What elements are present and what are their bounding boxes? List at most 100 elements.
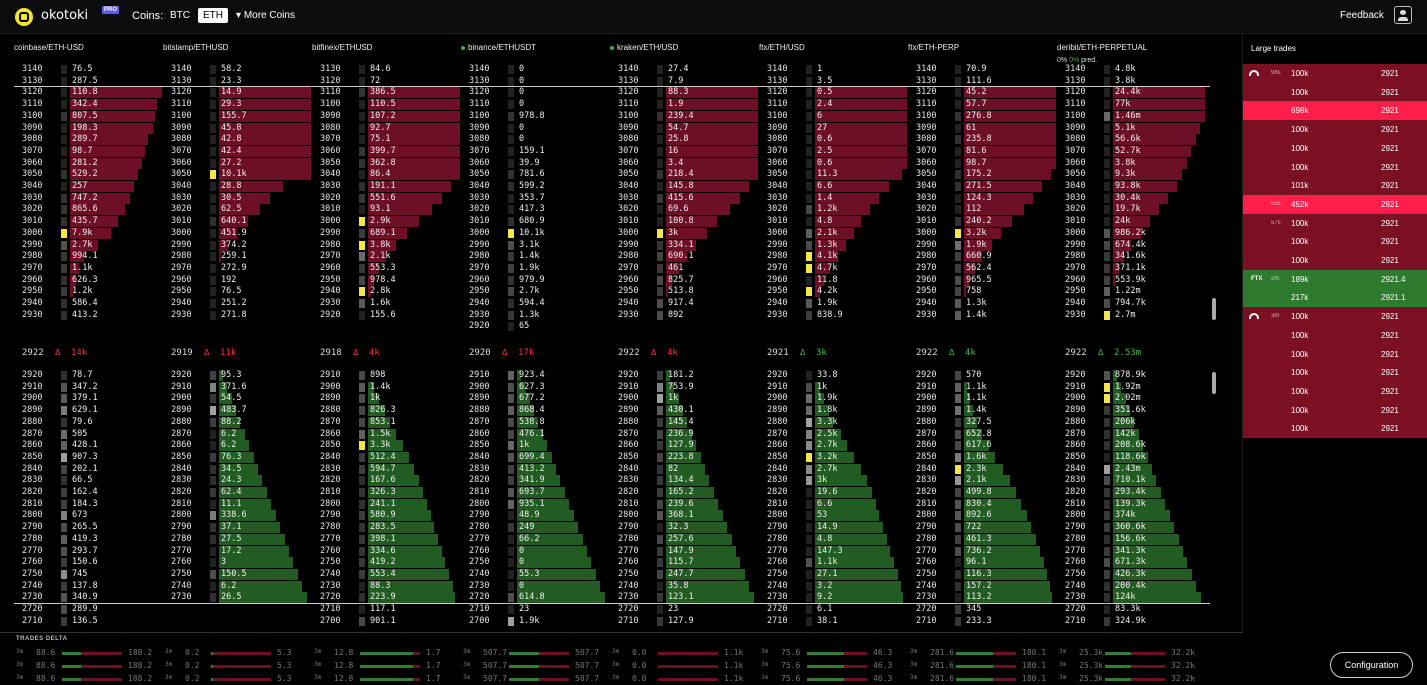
bid-row[interactable]: 2790 360.6k: [1057, 522, 1205, 533]
ask-row[interactable]: 3110 342.4: [14, 99, 162, 110]
ask-row[interactable]: 3120 45.2: [908, 87, 1056, 98]
bid-row[interactable]: 2740 137.8: [14, 581, 162, 592]
ask-row[interactable]: 2980 4.1k: [759, 251, 907, 262]
ask-row[interactable]: 3000 10.1k: [461, 228, 609, 239]
bid-row[interactable]: 2860 617.6: [908, 440, 1056, 451]
bid-row[interactable]: 2720 223.9: [312, 592, 460, 603]
bid-row[interactable]: 2910 898: [312, 370, 460, 381]
bid-row[interactable]: 2810 693.7: [461, 487, 609, 498]
bid-row[interactable]: 2880 88.2: [163, 417, 311, 428]
ask-row[interactable]: 2980 690.1: [610, 251, 758, 262]
ask-row[interactable]: 2990 674.4k: [1057, 240, 1205, 251]
ask-row[interactable]: 2980 259.1: [163, 251, 311, 262]
bid-row[interactable]: 2890 1.4k: [908, 405, 1056, 416]
bid-row[interactable]: 2740 157.2: [908, 581, 1056, 592]
bid-row[interactable]: 2730 9.2: [759, 592, 907, 603]
bid-row[interactable]: 2820 62.4: [163, 487, 311, 498]
ask-row[interactable]: 2970 461: [610, 263, 758, 274]
ask-row[interactable]: 3140 4.8k: [1057, 64, 1205, 75]
bid-row[interactable]: 2900 627.3: [461, 382, 609, 393]
ask-row[interactable]: 3030 30.4k: [1057, 193, 1205, 204]
ask-row[interactable]: 3060 39.9: [461, 158, 609, 169]
bid-row[interactable]: 2730 124k: [1057, 592, 1205, 603]
ask-row[interactable]: 3110 77k: [1057, 99, 1205, 110]
bid-row[interactable]: 2880 3.3k: [759, 417, 907, 428]
ask-row[interactable]: 3110 0: [461, 99, 609, 110]
ask-row[interactable]: 3070 2.5: [759, 146, 907, 157]
ask-row[interactable]: 3060 3.8k: [1057, 158, 1205, 169]
large-trade-row[interactable]: 100k 2921: [1243, 344, 1427, 364]
ask-row[interactable]: 3010 4.8: [759, 216, 907, 227]
large-trade-row[interactable]: 100k 2921: [1243, 325, 1427, 345]
ask-row[interactable]: 3120 0.5: [759, 87, 907, 98]
bid-row[interactable]: 2750 419.2: [312, 557, 460, 568]
ask-row[interactable]: 3070 42.4: [163, 146, 311, 157]
large-trade-row[interactable]: 100k 2921: [1243, 251, 1427, 270]
bid-row[interactable]: 2780 257.6: [610, 534, 758, 545]
bid-row[interactable]: 2900 1.4k: [312, 382, 460, 393]
ask-row[interactable]: 3020 865.6: [14, 204, 162, 215]
large-trade-row[interactable]: 100k 2921: [1243, 381, 1427, 401]
bid-row[interactable]: 2760 671.3k: [1057, 557, 1205, 568]
ask-row[interactable]: 2940 917.4: [610, 298, 758, 309]
bid-row[interactable]: 2780 27.5: [163, 534, 311, 545]
bid-row[interactable]: 2790 722: [908, 522, 1056, 533]
ask-row[interactable]: 2990 2.7k: [14, 240, 162, 251]
ask-row[interactable]: 3080 0.6: [759, 134, 907, 145]
orderbook-title[interactable]: bitstamp/ETHUSD: [163, 43, 228, 52]
brand-name[interactable]: okotoki: [41, 8, 89, 23]
coin-btc-button[interactable]: BTC: [170, 10, 190, 21]
bid-row[interactable]: 2900 2.02m: [1057, 393, 1205, 404]
bid-row[interactable]: 2730 0: [461, 581, 609, 592]
bid-row[interactable]: 2760 0: [461, 546, 609, 557]
ask-row[interactable]: 2950 1.2k: [14, 286, 162, 297]
ask-row[interactable]: 3070 16: [610, 146, 758, 157]
bid-row[interactable]: 2850 1k: [461, 440, 609, 451]
orderbook-title[interactable]: bitfinex/ETHUSD: [312, 43, 372, 52]
ask-row[interactable]: 2940 794.7k: [1057, 298, 1205, 309]
bid-row[interactable]: 2740 6.2: [163, 581, 311, 592]
orderbook-title[interactable]: ftx/ETH/USD: [759, 43, 805, 52]
ask-row[interactable]: 3050 10.1k: [163, 169, 311, 180]
large-trade-row[interactable]: 100k 2921: [1243, 232, 1427, 252]
ask-row[interactable]: 2990 3.1k: [461, 240, 609, 251]
bid-row[interactable]: 2820 165.2: [610, 487, 758, 498]
bid-row[interactable]: 2820 293.4k: [1057, 487, 1205, 498]
bid-row[interactable]: 2810 326.3: [312, 487, 460, 498]
ask-row[interactable]: 3040 145.8: [610, 181, 758, 192]
bid-row[interactable]: 2780 461.3: [908, 534, 1056, 545]
ask-row[interactable]: 2980 1.4k: [461, 251, 609, 262]
ask-row[interactable]: 3050 218.4: [610, 169, 758, 180]
bid-row[interactable]: 2890 430.1: [610, 405, 758, 416]
bid-row[interactable]: 2720 83.3k: [1057, 604, 1205, 615]
bid-row[interactable]: 2750 116.3: [908, 569, 1056, 580]
large-trade-row[interactable]: 98s 100k 2921: [1243, 64, 1427, 83]
bid-row[interactable]: 2780 249: [461, 522, 609, 533]
ask-row[interactable]: 3080 235.8: [908, 134, 1056, 145]
bid-row[interactable]: 2800 374k: [1057, 510, 1205, 521]
bid-row[interactable]: 2850 3.2k: [759, 452, 907, 463]
ask-row[interactable]: 3040 93.8k: [1057, 181, 1205, 192]
bid-row[interactable]: 2750 247.7: [610, 569, 758, 580]
ask-row[interactable]: 2940 586.4: [14, 298, 162, 309]
ask-row[interactable]: 2950 2.7k: [461, 286, 609, 297]
bid-row[interactable]: 2750 426.3k: [1057, 569, 1205, 580]
ask-row[interactable]: 3130 0: [461, 76, 609, 87]
asks-scrollbar[interactable]: [1212, 298, 1216, 320]
ask-row[interactable]: 2940 251.2: [163, 298, 311, 309]
bid-row[interactable]: 2750 745: [14, 569, 162, 580]
ask-row[interactable]: 2950 1.22m: [1057, 286, 1205, 297]
bid-row[interactable]: 2790 37.1: [163, 522, 311, 533]
bid-row[interactable]: 2810 139.3k: [1057, 499, 1205, 510]
ask-row[interactable]: 3010 640.1: [163, 216, 311, 227]
ask-row[interactable]: 3030 191.1: [312, 181, 460, 192]
ask-row[interactable]: 2920 155.6: [312, 310, 460, 321]
bid-row[interactable]: 2770 341.3k: [1057, 546, 1205, 557]
ask-row[interactable]: 2990 689.1: [312, 228, 460, 239]
bid-row[interactable]: 2830 66.5: [14, 475, 162, 486]
ask-row[interactable]: 3110 386.5: [312, 87, 460, 98]
ask-row[interactable]: 3060 98.7: [908, 158, 1056, 169]
ask-row[interactable]: 3140 27.4: [610, 64, 758, 75]
ask-row[interactable]: 3120 72: [312, 76, 460, 87]
ask-row[interactable]: 2940 2.8k: [312, 286, 460, 297]
